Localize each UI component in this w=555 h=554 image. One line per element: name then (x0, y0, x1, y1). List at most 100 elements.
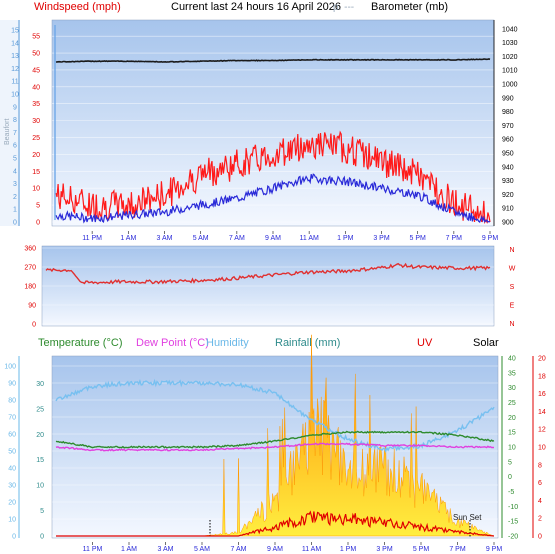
windspeed-line (55, 173, 491, 224)
beaufort-tick: 2 (13, 194, 17, 201)
legend-temperature: Temperature (°C) (38, 337, 122, 349)
beaufort-tick: 7 (13, 130, 17, 137)
windspeed-tick: 40 (32, 84, 40, 91)
direction-grid (42, 247, 494, 325)
beaufort-tick: 9 (13, 104, 17, 111)
time-tick: 5 PM (413, 546, 430, 553)
legend-rainfall: Rainfall (mm) (275, 337, 340, 349)
time-tick: 3 PM (373, 235, 390, 242)
time-tick: 5 PM (409, 235, 426, 242)
humidity-axis: 0 10 20 30 40 50 60 70 80 90 100 (4, 356, 20, 541)
time-tick: 3 PM (376, 546, 393, 553)
humidity-tick: 90 (8, 381, 16, 388)
direction-tick: 180 (24, 284, 36, 291)
temperature-tick: 30 (508, 385, 516, 392)
time-tick: 1 AM (120, 235, 136, 242)
humidity-tick: 30 (8, 483, 16, 490)
time-tick: 3 AM (157, 235, 173, 242)
dew-point-line (55, 442, 495, 452)
windspeed-tick: 55 (32, 34, 40, 41)
temperature-tick: 15 (508, 430, 516, 437)
uv-tick: 14 (538, 409, 546, 416)
humidity-tick: 80 (8, 398, 16, 405)
beaufort-tick: 14 (11, 40, 19, 47)
beaufort-tick: 12 (11, 66, 19, 73)
windspeed-tick: 0 (36, 220, 40, 227)
barometer-tick: 920 (502, 192, 514, 199)
legend-fragment: p. --- (333, 2, 354, 13)
time-tick: 11 PM (82, 235, 102, 242)
temperature-tick: 40 (508, 356, 516, 363)
beaufort-tick: 11 (11, 79, 18, 86)
direction-tick: 90 (28, 303, 36, 310)
time-tick: 1 AM (121, 546, 137, 553)
barometer-tick: 1040 (502, 26, 518, 33)
beaufort-axis-band (0, 20, 20, 226)
windspeed-tick: 5 (36, 203, 40, 210)
time-tick: 9 PM (486, 546, 503, 553)
beaufort-axis-title: Beaufort (4, 118, 11, 145)
barometer-tick: 1010 (502, 68, 518, 75)
time-tick: 5 AM (193, 235, 209, 242)
barometer-tick: 980 (502, 109, 514, 116)
barometer-axis: 900 910 920 930 940 950 960 970 980 990 1000 1010 10… (493, 20, 518, 227)
windspeed-axis: 0 5 10 15 20 25 30 35 40 45 50 55 (32, 34, 40, 227)
uv-tick: 20 (538, 356, 546, 363)
temperature-tick: 5 (508, 459, 512, 466)
humidity-tick: 10 (8, 517, 16, 524)
windspeed-tick: 20 (32, 152, 40, 159)
temperature-tick: 35 (508, 370, 516, 377)
barometer-tick: 910 (502, 206, 514, 213)
humidity-tick: 0 (12, 534, 16, 541)
humidity-tick: 20 (8, 500, 16, 507)
barometer-tick: 1000 (502, 81, 518, 88)
temperature-tick: -15 (508, 519, 518, 526)
climate-time-axis: 11 PM 1 AM 3 AM 5 AM 7 AM 9 AM 11 AM 1 PM 3 PM 5 … (83, 542, 503, 553)
uv-tick: 8 (538, 462, 542, 469)
windspeed-tick: 45 (32, 67, 40, 74)
temperature-tick: -10 (508, 504, 518, 511)
rainfall-tick: 10 (36, 483, 44, 490)
temperature-axis: -20 -15 -10 -5 0 5 10 15 20 25 30 35 40 (501, 356, 518, 541)
legend-uv: UV (417, 337, 433, 349)
compass-label: W (509, 266, 516, 273)
windspeed-axis-title: Windspeed (mph) (34, 1, 121, 13)
rainfall-tick: 30 (36, 381, 44, 388)
beaufort-tick: 10 (11, 92, 19, 99)
rainfall-tick: 25 (36, 406, 44, 413)
barometer-tick: 990 (502, 95, 514, 102)
humidity-tick: 100 (4, 364, 16, 371)
compass-label: N (509, 321, 514, 328)
rainfall-tick: 0 (40, 534, 44, 541)
wind-plot-area (51, 19, 495, 227)
barometer-axis-title: Barometer (mb) (371, 1, 448, 13)
rainfall-tick: 15 (36, 457, 44, 464)
beaufort-tick: 5 (13, 156, 17, 163)
uv-line (56, 510, 495, 537)
uv-tick: 12 (538, 427, 546, 434)
uv-tick: 6 (538, 480, 542, 487)
time-tick: 11 AM (302, 546, 321, 553)
legend-solar: Solar (473, 337, 499, 349)
humidity-tick: 60 (8, 432, 16, 439)
barometer-tick: 1030 (502, 40, 518, 47)
beaufort-tick: 15 (11, 28, 19, 35)
direction-axis: 0 90 180 270 360 (24, 246, 36, 329)
rainfall-axis: 0 5 10 15 20 25 30 (36, 381, 44, 541)
compass-label: E (510, 303, 515, 310)
time-tick: 1 PM (337, 235, 354, 242)
direction-tick: 360 (24, 246, 36, 253)
time-tick: 9 AM (267, 546, 283, 553)
legend-humidity: Humidity (206, 337, 249, 349)
time-tick: 1 PM (340, 546, 357, 553)
uv-axis: 0 2 4 6 8 10 12 14 16 18 20 (532, 356, 546, 541)
humidity-tick: 70 (8, 415, 16, 422)
barometer-tick: 960 (502, 137, 514, 144)
temperature-tick: 20 (508, 415, 516, 422)
time-tick: 7 AM (229, 235, 245, 242)
time-tick: 5 AM (194, 546, 210, 553)
direction-tick: 0 (32, 322, 36, 329)
uv-tick: 0 (538, 534, 542, 541)
uv-tick: 16 (538, 391, 546, 398)
